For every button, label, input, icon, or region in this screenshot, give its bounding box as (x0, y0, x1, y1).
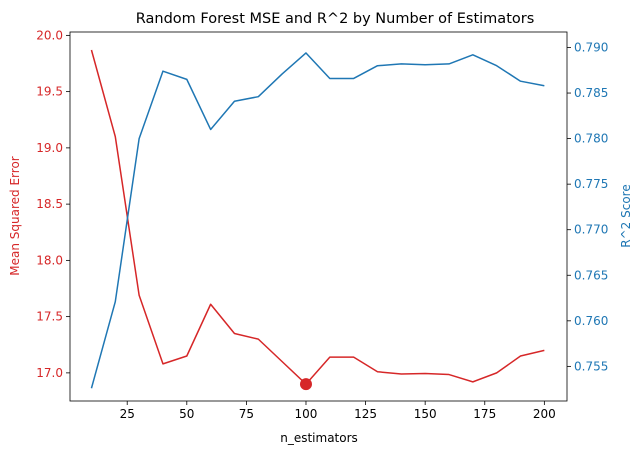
min-mse-marker (299, 378, 312, 391)
x-tick-label: 50 (179, 407, 194, 421)
x-tick-label: 175 (473, 407, 496, 421)
x-tick-label: 75 (239, 407, 254, 421)
y-axis-label-right: R^2 Score (619, 184, 633, 247)
mse-line (90, 49, 545, 385)
y-left-tick-label: 17.5 (36, 310, 63, 324)
r2-line (90, 52, 545, 389)
x-tick-label: 150 (414, 407, 437, 421)
plot-frame (69, 31, 568, 402)
chart-title: Random Forest MSE and R^2 by Number of E… (136, 11, 535, 27)
y-left-tick-label: 20.0 (36, 28, 63, 42)
y-axis-label-left: Mean Squared Error (8, 156, 22, 276)
y-right-tick-label: 0.770 (574, 223, 608, 237)
x-tick-label: 200 (533, 407, 556, 421)
y-left-tick-label: 17.0 (36, 366, 63, 380)
y-left-tick-label: 18.0 (36, 253, 63, 267)
x-axis-label: n_estimators (280, 431, 358, 445)
y-right-tick-label: 0.785 (574, 86, 608, 100)
plot-area: 25 50 75 100 125 150 175 200 17.0 17.5 18.0 18.5 19.… (36, 28, 608, 421)
x-tick-label: 25 (120, 407, 135, 421)
x-tick-label: 100 (295, 407, 318, 421)
y-right-tick-label: 0.790 (574, 40, 608, 54)
y-right-tick-label: 0.775 (574, 177, 608, 191)
x-tick-label: 125 (354, 407, 377, 421)
y-right-tick-label: 0.755 (574, 359, 608, 373)
y-right-tick-label: 0.765 (574, 268, 608, 282)
y-right-tick-label: 0.780 (574, 132, 608, 146)
y-right-tick-label: 0.760 (574, 314, 608, 328)
y-left-tick-label: 19.5 (36, 85, 63, 99)
y-left-tick-label: 18.5 (36, 197, 63, 211)
y-left-tick-label: 19.0 (36, 141, 63, 155)
